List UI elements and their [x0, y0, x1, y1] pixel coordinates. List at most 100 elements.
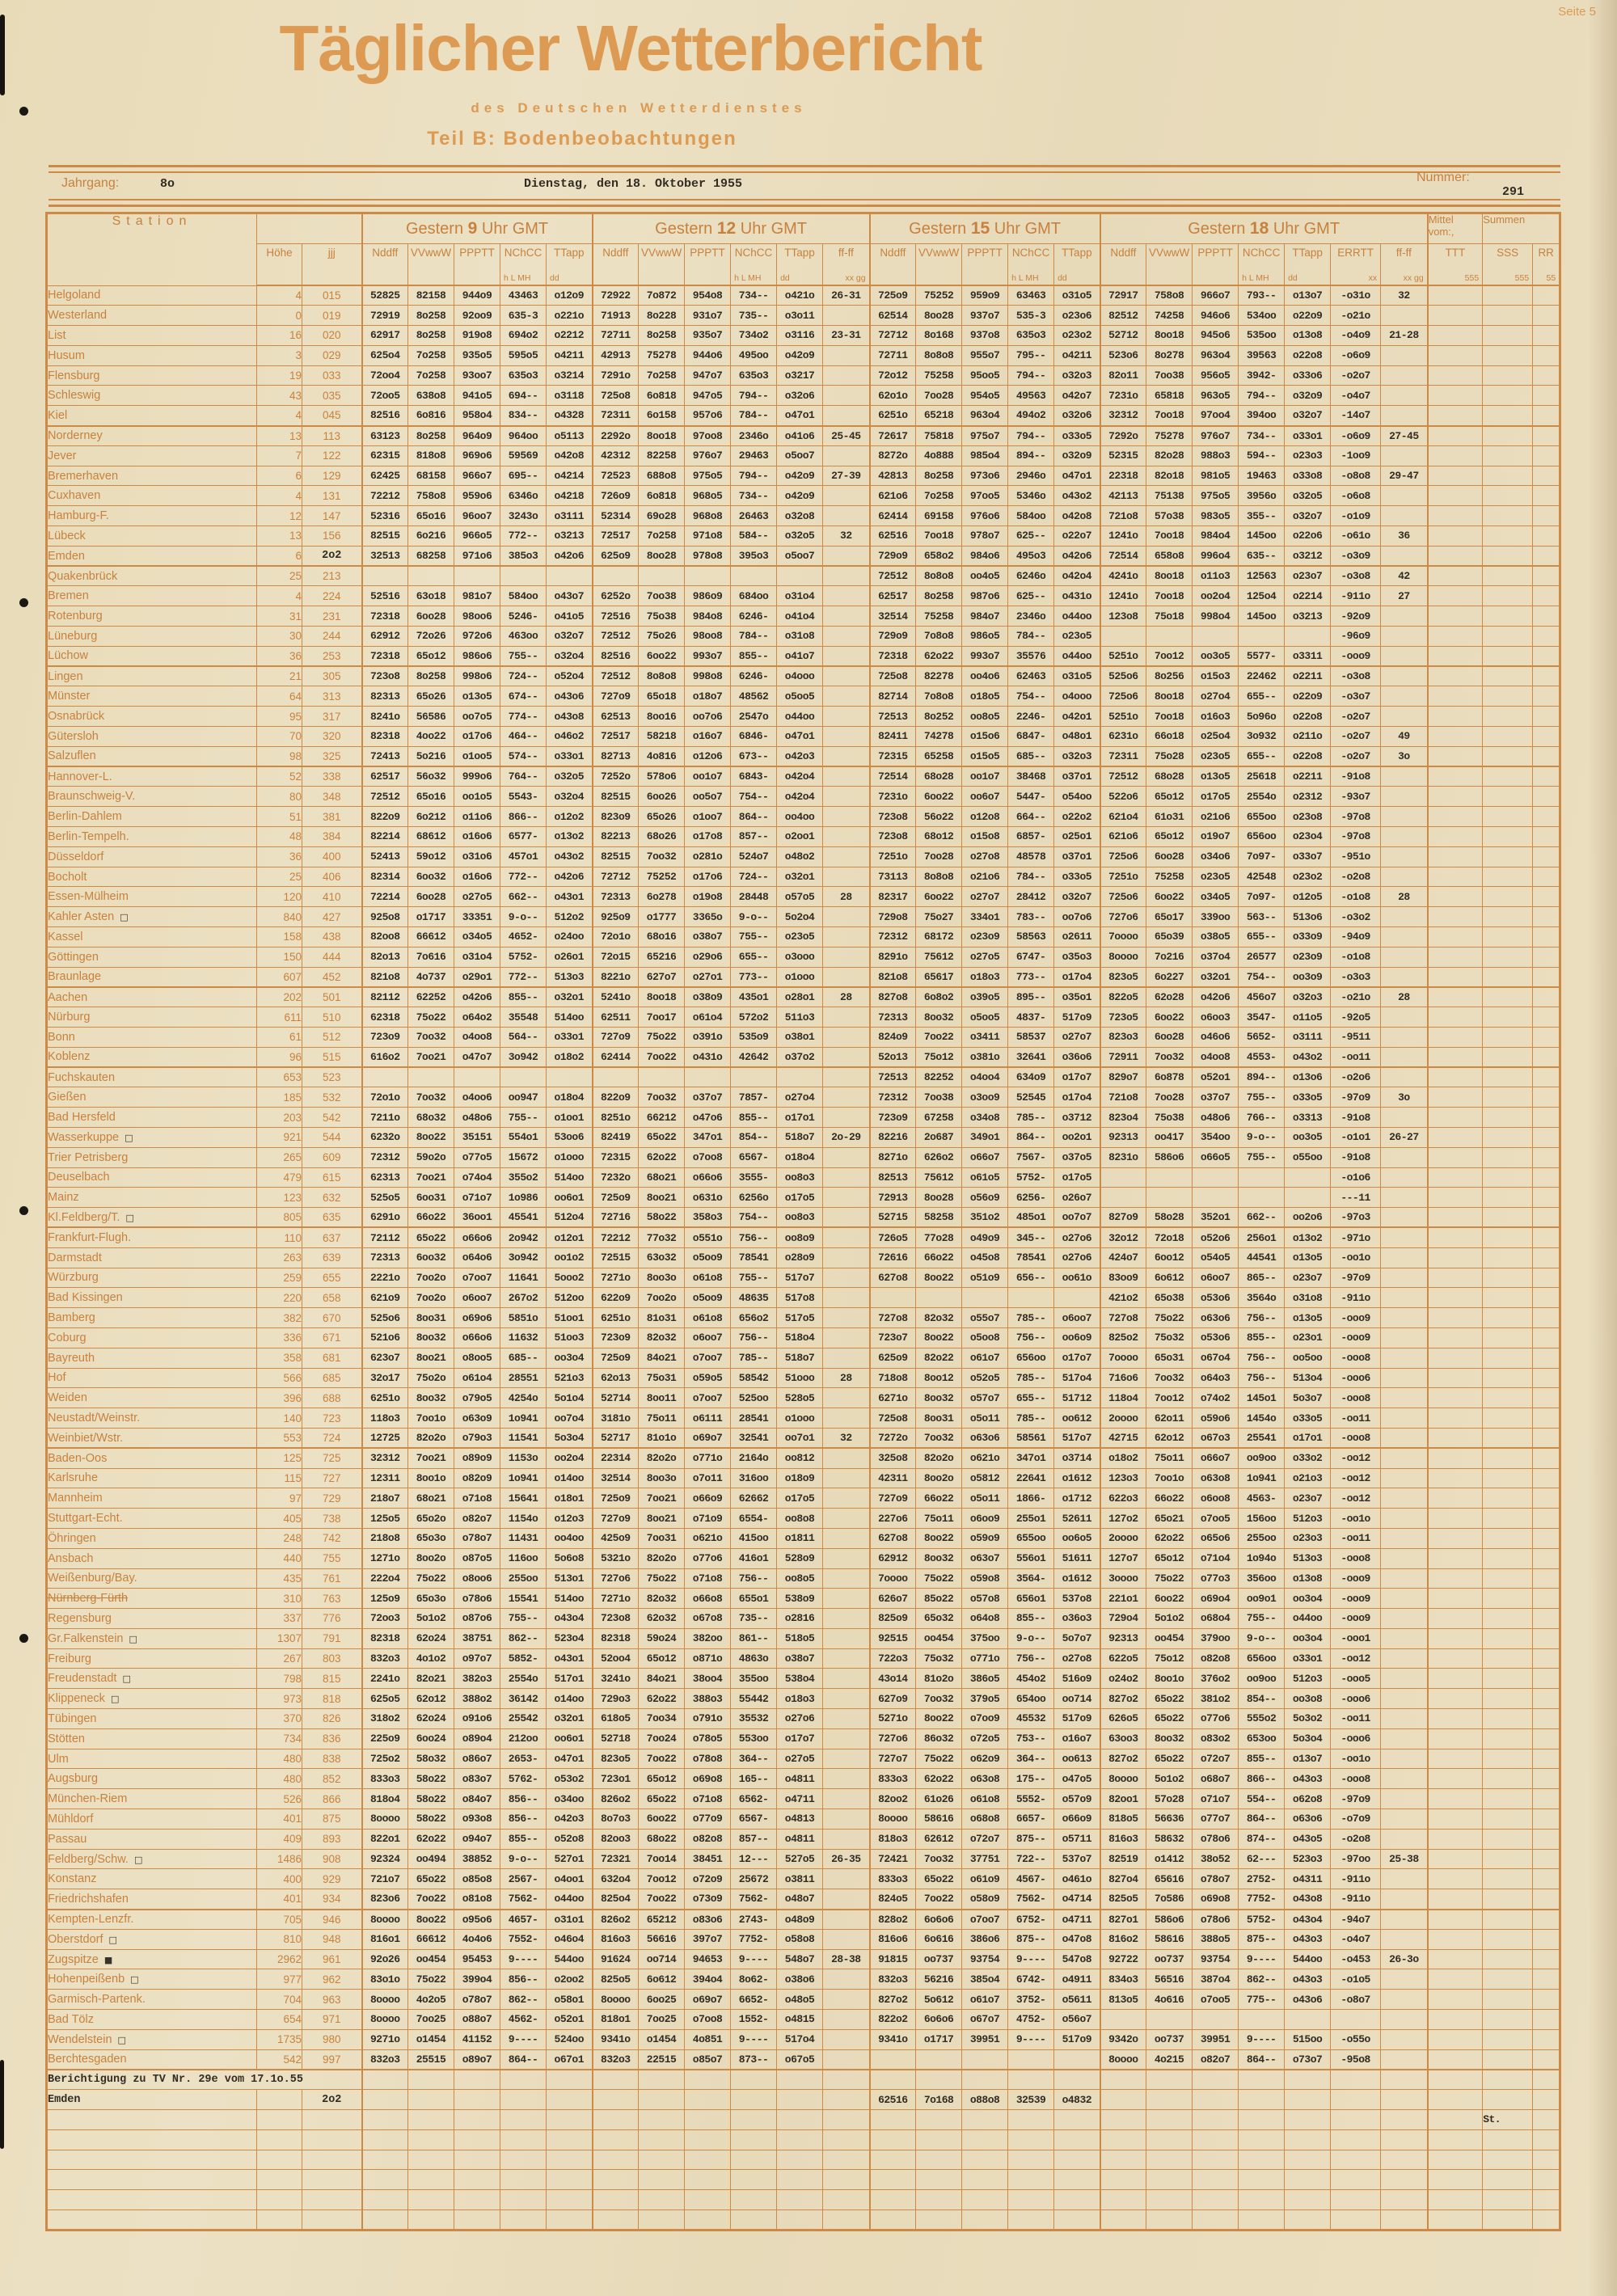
- g9-cell: 58o32: [407, 1748, 454, 1770]
- g9-cell: o32o4: [545, 645, 593, 668]
- rr-cell: [1532, 365, 1561, 386]
- g12-cell: 6567-: [730, 1146, 778, 1168]
- g18-cell: o43o3: [1284, 1768, 1332, 1790]
- g9-cell: 514oo: [545, 1167, 593, 1188]
- g15-cell: 75o32: [915, 1648, 963, 1669]
- g12-cell: o48o5: [776, 1989, 824, 2011]
- g18-cell: 834o3: [1099, 1969, 1147, 1990]
- ff12-cell: [822, 1107, 871, 1128]
- g15-cell: o49o9: [961, 1226, 1009, 1248]
- hoehe-cell: 12: [256, 505, 302, 527]
- g15-cell: 7o258: [915, 485, 963, 507]
- g12-cell: 2547o: [730, 706, 778, 728]
- g12-cell: 724--: [730, 866, 778, 888]
- g12-cell: 9-o--: [730, 906, 778, 927]
- g15-cell: 62516: [868, 525, 917, 547]
- g9-cell: 72oo3: [361, 1608, 408, 1629]
- g9-cell: o64o2: [454, 1007, 500, 1028]
- ff18-cell: [1380, 1427, 1429, 1450]
- empty-cell: [454, 2169, 500, 2191]
- g18-cell: o17o5: [1192, 786, 1239, 808]
- station-row: Hof 566 685 32o17 75o2o o61o4 28551 521o3 62o13 7…: [46, 1367, 1561, 1389]
- hoehe-cell: 36: [256, 645, 302, 668]
- g12-cell: o621o: [684, 1527, 732, 1549]
- g15-cell: 6o6o6: [915, 2009, 963, 2030]
- table-column-label-row: Höhe jjj Nddff VVwwW PPPTT NChCC h L MH TTapp dd…: [47, 243, 1561, 286]
- ff12-cell: [822, 1508, 871, 1529]
- g12-cell: 82516: [591, 645, 640, 668]
- hoehe-cell: 70: [256, 726, 302, 747]
- errtt-cell: -o6o8: [1330, 485, 1382, 507]
- ff12-cell: [822, 1287, 871, 1309]
- jjj-cell: 384: [302, 826, 362, 847]
- g12-cell: 7oo22: [638, 1748, 686, 1770]
- empty-cell: [961, 2169, 1009, 2191]
- g12-cell: oo8o3: [776, 1207, 824, 1229]
- g9-cell: 5852-: [500, 1648, 547, 1669]
- g9-cell: 4oo22: [407, 726, 454, 747]
- jjj-cell: 755: [302, 1547, 362, 1569]
- ttt-cell: [1426, 1026, 1484, 1048]
- g12-cell: 518o4: [776, 1327, 824, 1348]
- g18-cell: 65o39: [1146, 926, 1193, 948]
- ff18-cell: [1380, 1728, 1429, 1749]
- station-marker: □: [120, 912, 129, 923]
- sss-cell: [1482, 1226, 1534, 1248]
- g12-cell: 364--: [730, 1748, 778, 1770]
- rr-cell: [1532, 1568, 1561, 1589]
- ttt-cell: [1426, 2028, 1484, 2050]
- jjj-cell: 632: [302, 1187, 362, 1209]
- g12-cell: o48o7: [776, 1889, 824, 1910]
- g9-cell: o8oo6: [454, 1568, 500, 1589]
- empty-cell: [638, 2149, 686, 2171]
- g15-cell: 345--: [1007, 1226, 1055, 1248]
- station-name-cell: Osnabrück: [46, 706, 257, 728]
- g18-cell: 827o9: [1099, 1207, 1147, 1229]
- g9-cell: o34o5: [454, 926, 500, 948]
- g9-cell: 382o3: [454, 1668, 500, 1690]
- g12-cell: 72212: [591, 1226, 640, 1248]
- empty-cell: [1482, 2129, 1534, 2150]
- jjj-cell: 512: [302, 1026, 362, 1048]
- g18-cell: 6oo22: [1146, 1588, 1193, 1610]
- g18-cell: o43o4: [1284, 1909, 1332, 1930]
- g18-cell: oo417: [1146, 1126, 1193, 1148]
- g12-cell: 6252o: [591, 585, 640, 607]
- g15-cell: 959o9: [961, 285, 1009, 306]
- station-row: Cuxhaven 4 131 72212 758o8 959o6 6346o o4218 726…: [46, 485, 1561, 507]
- g12-cell: o391o: [684, 1026, 732, 1048]
- ff12-cell: [822, 1889, 871, 1910]
- g12-cell: oo812: [776, 1447, 824, 1469]
- g15-cell: 656oo: [1007, 1347, 1055, 1369]
- g12-cell: o4711: [776, 1788, 824, 1810]
- g9-cell: 512o4: [545, 1207, 593, 1229]
- g15-cell: 1866-: [1007, 1488, 1055, 1509]
- errtt-cell: -ooo5: [1330, 1668, 1382, 1690]
- g12-cell: 22314: [591, 1447, 640, 1469]
- station-row: Nürnberg-Fürth 310 763 125o9 65o3o o78o6 15541…: [46, 1588, 1561, 1610]
- g15-cell: oo8o5: [961, 706, 1009, 728]
- jjj-cell: 313: [302, 686, 362, 707]
- ttt-cell: [1426, 1387, 1484, 1409]
- empty-cell: [361, 2189, 408, 2210]
- g18-cell: 421o2: [1099, 1287, 1147, 1309]
- g18-cell: o77o3: [1192, 1568, 1239, 1589]
- g15-cell: o32o7: [1053, 886, 1101, 908]
- rr-cell: [1532, 866, 1561, 888]
- g15-cell: 95oo5: [961, 365, 1009, 386]
- g12-cell: 725o9: [591, 1347, 640, 1369]
- g12-cell: 7oo22: [638, 1889, 686, 1910]
- station-row: Emden 6 2o2 32513 68258 971o6 385o3 o42o6 625o9 8…: [46, 545, 1561, 568]
- g15-cell: 7o8o8: [915, 626, 963, 647]
- empty-cell: [776, 2069, 824, 2091]
- g18-cell: o11o5: [1284, 1007, 1332, 1028]
- g12-cell: o6111: [684, 1408, 732, 1429]
- empty-cell: [822, 2129, 871, 2150]
- g15-cell: o31o5: [1053, 665, 1101, 687]
- g15-cell: 9-o--: [1007, 1627, 1055, 1649]
- g12-cell: 72o1o: [591, 926, 640, 948]
- station-marker: □: [117, 2034, 126, 2045]
- ttt-cell: [1426, 1488, 1484, 1509]
- station-row: Husum 3 029 625o4 7o258 935o5 595o5 o4211 42913 7…: [46, 344, 1561, 366]
- g18-cell: o13o7: [1284, 1748, 1332, 1770]
